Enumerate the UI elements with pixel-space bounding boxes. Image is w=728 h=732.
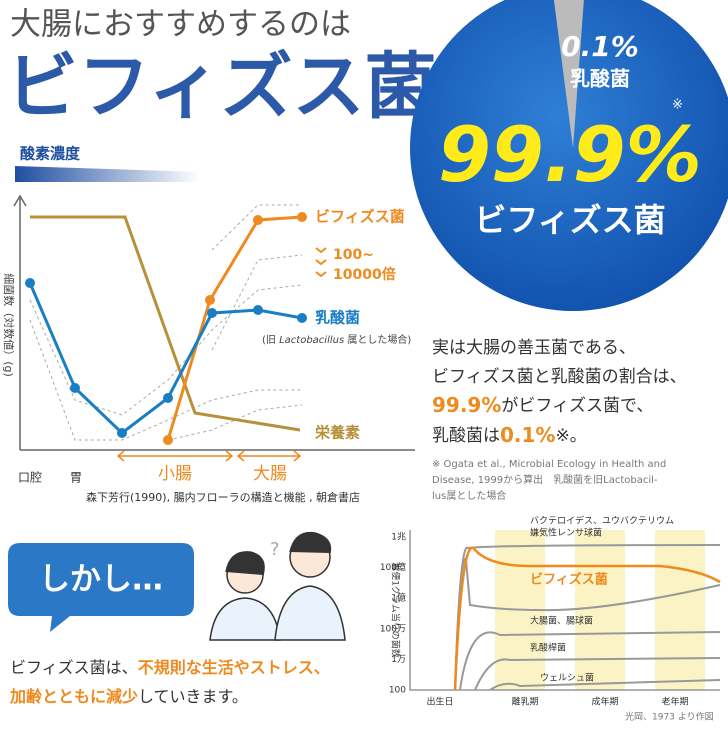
curve-label: ビフィズス菌	[530, 572, 608, 588]
bubble-text: しかし…	[39, 562, 163, 598]
x-label: 小腸	[158, 464, 192, 484]
range-arrows	[116, 450, 302, 462]
note-mark: ※	[672, 98, 683, 113]
curve-label: ウェルシュ菌	[540, 672, 594, 684]
svg-text:?: ?	[270, 539, 280, 560]
minor-name: 乳酸菌	[570, 67, 630, 91]
note-line: ※ Ogata et al., Microbial Ecology in Hea…	[432, 459, 666, 470]
age-axes	[409, 530, 720, 691]
y-tick-label: 1兆	[391, 532, 406, 543]
note-genus: Lactobacillus	[279, 335, 344, 346]
age-y-label: 糞便1グラム当りの菌数	[390, 562, 402, 657]
explanation-line: 乳酸菌は0.1%※。	[432, 423, 587, 447]
bifido-line	[166, 215, 303, 441]
highlight: 不規則な生活やストレス、	[138, 658, 330, 677]
y-tick-label: 100	[389, 686, 406, 696]
title-line1: 大腸におすすめするのは	[10, 7, 351, 43]
circle	[410, 0, 728, 311]
background-lines	[29, 204, 303, 441]
note-post: 属とした場合)	[344, 333, 411, 346]
oxygen-gradient	[15, 166, 200, 182]
text: していきます。	[138, 687, 248, 706]
speech-bubble	[8, 543, 194, 632]
minor-wedge	[553, 0, 584, 148]
nutrients-label: 栄養素	[314, 424, 360, 442]
y-tick-label: 1万	[391, 655, 406, 665]
source: 森下芳行(1990), 腸内フローラの構造と機能 , 朝倉書店	[86, 490, 360, 504]
ratio-bottom: 10000倍	[333, 266, 396, 283]
lactic-line	[28, 282, 303, 435]
y-label: 細菌数（対数値）(g)	[2, 273, 16, 377]
axes	[13, 194, 415, 451]
major-name: ビフィズス菌	[474, 201, 665, 239]
explanation-line: 実は大腸の善玉菌である、	[432, 338, 636, 358]
x-label: 胃	[70, 471, 82, 485]
curve-label: 嫌気性レンサ球菌	[530, 527, 602, 539]
x-tick-label: 出生日	[426, 696, 453, 708]
lactic-label: 乳酸菌	[315, 309, 360, 327]
title-line2: ビフィズス菌	[6, 45, 437, 129]
x-tick-label: 老年期	[661, 696, 688, 708]
curve-label: 大腸菌、腸球菌	[530, 615, 593, 627]
however-text: 加齢とともに減少していきます。	[9, 687, 248, 706]
minor-percent: 0.1%	[561, 30, 639, 63]
text: がビフィズス菌で、	[501, 396, 653, 416]
y-tick-label: 100億	[380, 561, 406, 573]
people-illustration: ?	[209, 531, 346, 641]
bifido-label: ビフィズス菌	[315, 208, 405, 226]
chevrons	[315, 247, 327, 278]
major-percent: 99.9%	[438, 110, 702, 199]
nutrients-line	[30, 215, 301, 432]
however-text: ビフィズス菌は、不規則な生活やストレス、	[10, 658, 330, 677]
lactic-note: (旧 Lactobacillus 属とした場合)	[262, 333, 411, 346]
age-bands	[495, 530, 705, 690]
note-line: Disease, 1999から算出 乳酸菌を旧Lactobacil-	[432, 473, 658, 486]
y-tick-label: 100万	[380, 624, 406, 634]
age-source: 光岡、1973 より作図	[625, 711, 714, 723]
text: ※。	[555, 426, 586, 446]
x-tick-label: 成年期	[591, 696, 618, 708]
x-label: 大腸	[253, 464, 287, 484]
highlight: 99.9%	[432, 393, 501, 417]
text: ビフィズス菌は、	[10, 658, 138, 677]
highlight: 加齢とともに減少	[9, 687, 138, 706]
note-line: lus属とした場合	[432, 489, 506, 502]
curve-label: 乳酸桿菌	[530, 642, 566, 654]
curve-label: バクテロイデス、ユウバクテリウム	[530, 515, 674, 527]
gradient-label: 酸素濃度	[20, 145, 81, 163]
y-tick-label: 1億	[391, 592, 406, 604]
ratio-top: 100~	[333, 247, 374, 263]
note-pre: (旧	[262, 334, 279, 346]
highlight: 0.1%	[500, 423, 555, 447]
explanation-line: ビフィズス菌と乳酸菌の割合は、	[432, 367, 687, 387]
text: 乳酸菌は	[432, 426, 500, 446]
explanation-line: 99.9%がビフィズス菌で、	[432, 393, 653, 417]
x-label: 口腔	[18, 470, 42, 485]
bifido-age-curve	[453, 546, 721, 691]
x-tick-label: 離乳期	[511, 696, 538, 708]
